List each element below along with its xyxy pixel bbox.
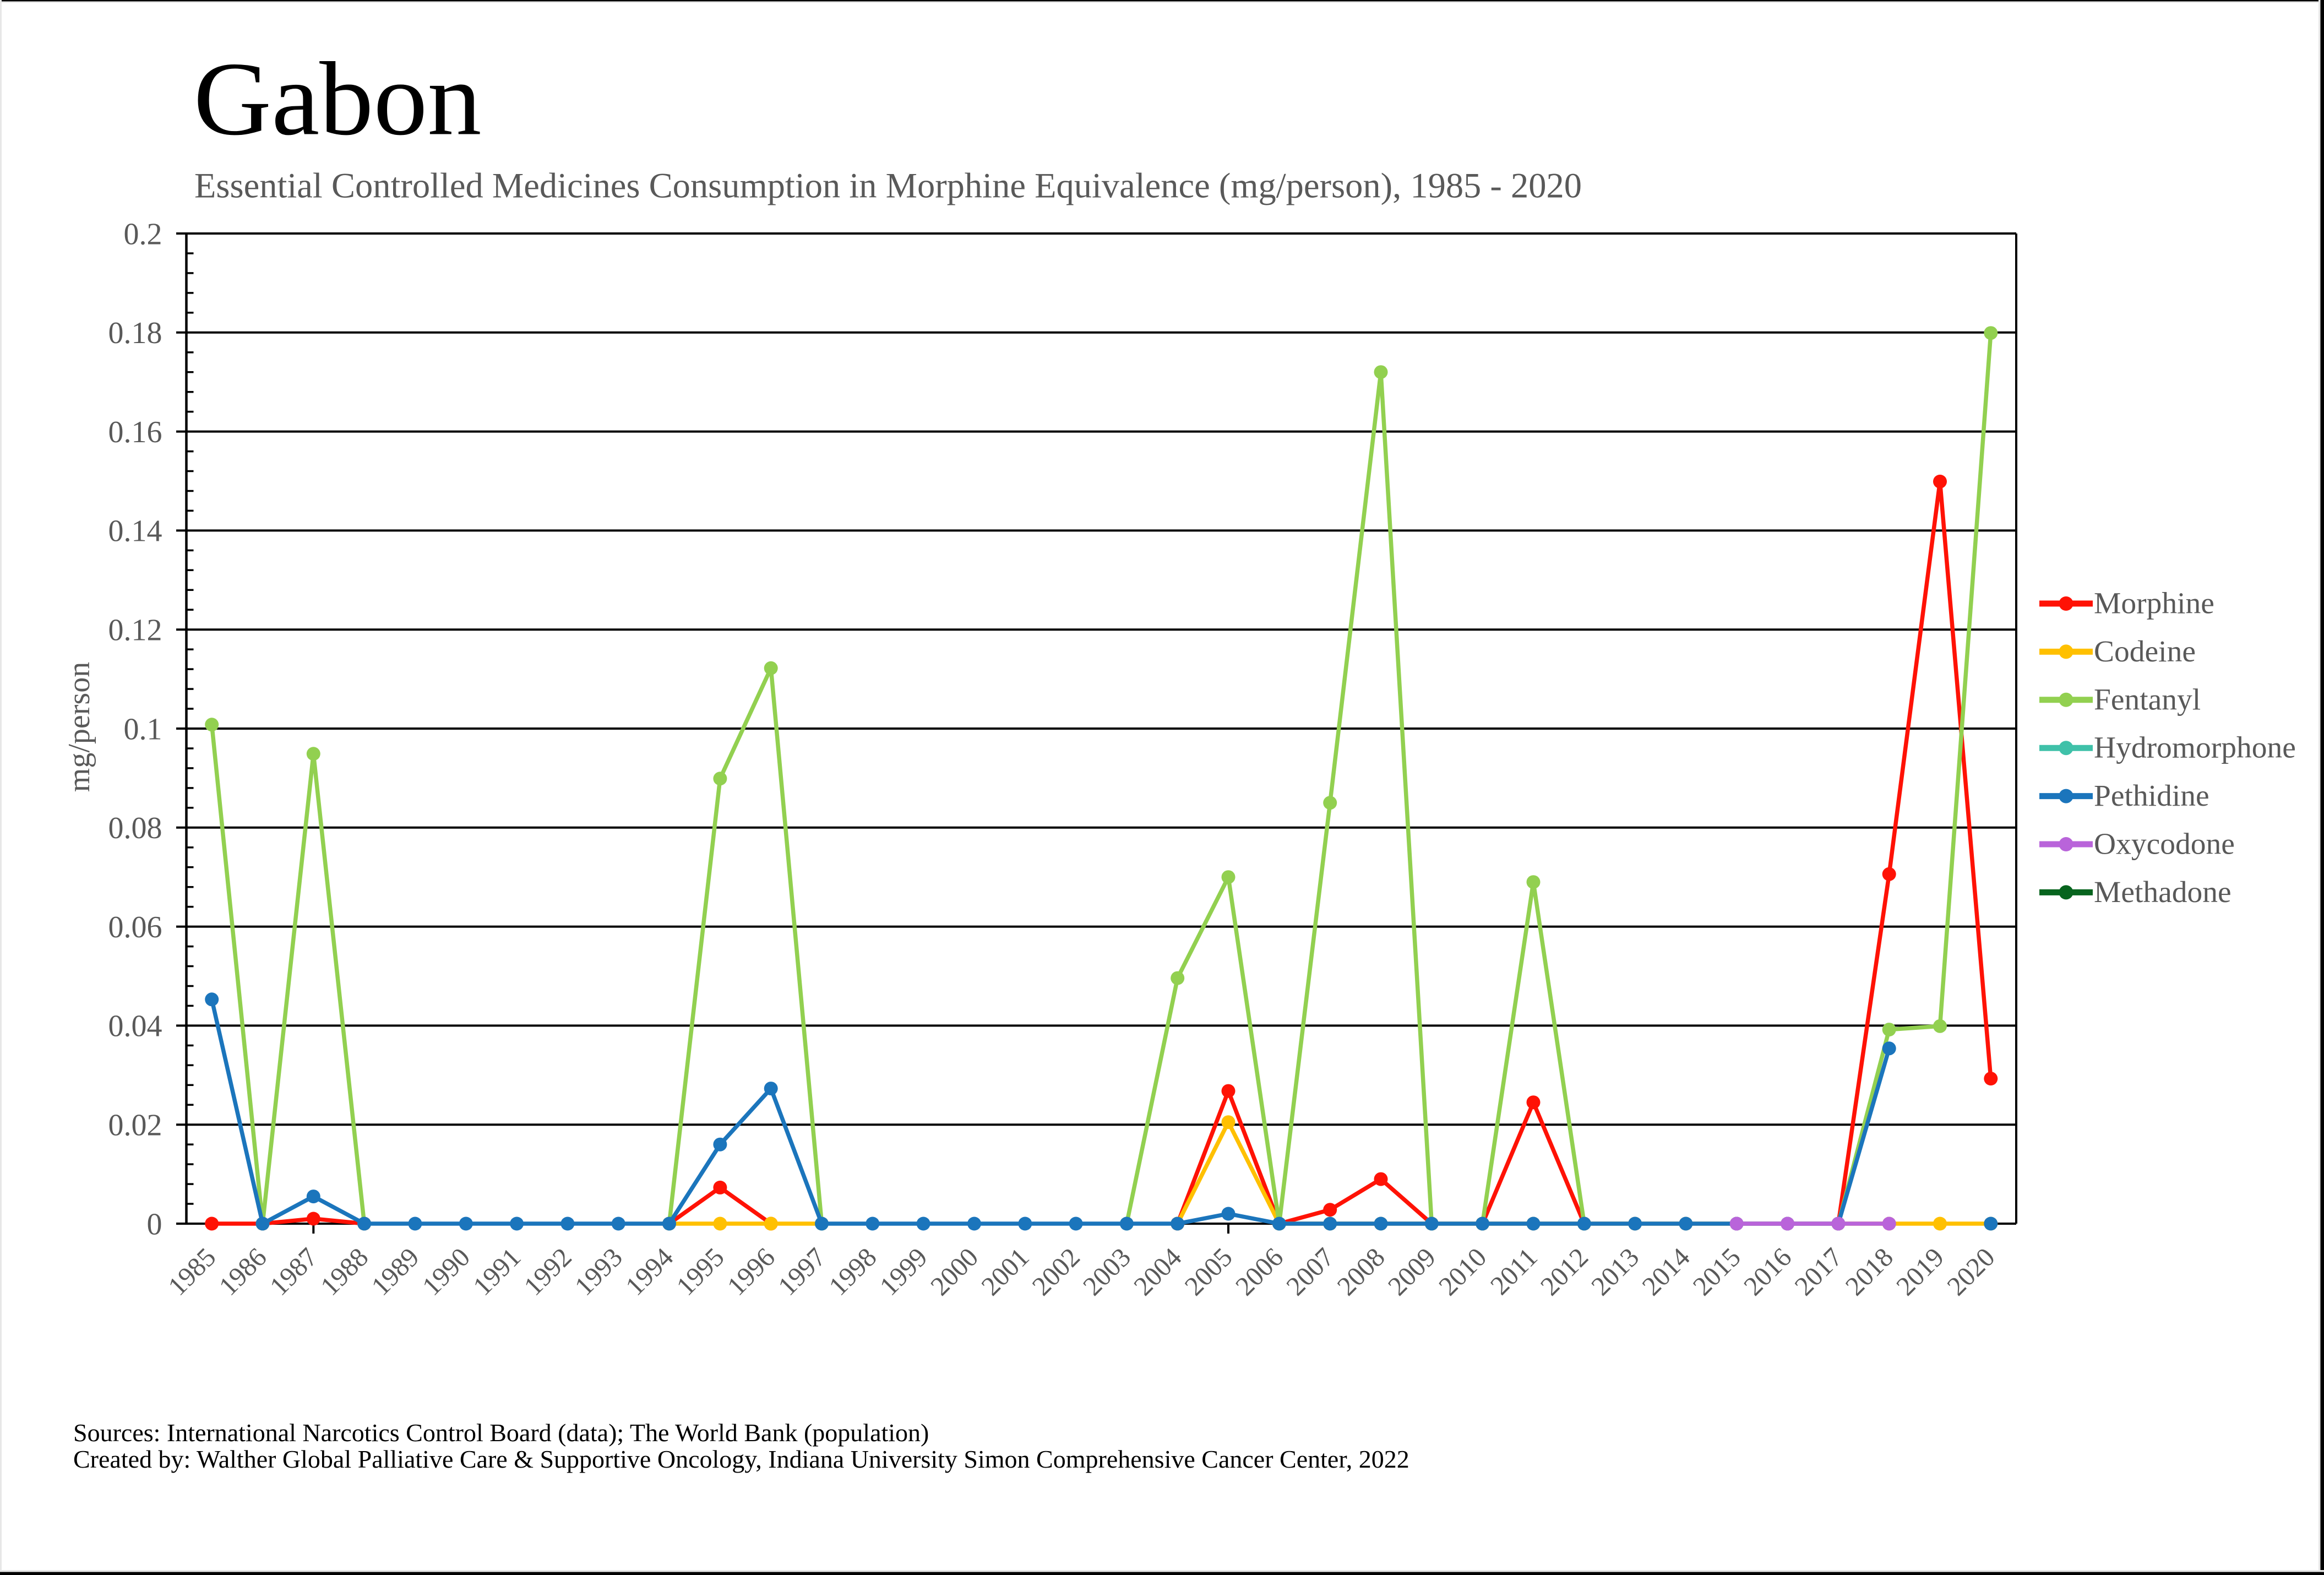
svg-text:0.06: 0.06 <box>108 910 162 944</box>
svg-text:0.1: 0.1 <box>124 712 162 746</box>
svg-text:0.04: 0.04 <box>108 1009 162 1044</box>
svg-text:0.02: 0.02 <box>108 1109 162 1143</box>
svg-text:0: 0 <box>147 1207 162 1241</box>
svg-text:0.12: 0.12 <box>108 613 162 648</box>
svg-text:0.16: 0.16 <box>108 415 162 449</box>
svg-text:Fentanyl: Fentanyl <box>2094 683 2201 716</box>
svg-text:Essential Controlled Medicines: Essential Controlled Medicines Consumpti… <box>194 166 1582 206</box>
svg-text:mg/person: mg/person <box>62 662 96 792</box>
svg-text:Morphine: Morphine <box>2094 587 2214 621</box>
svg-text:Hydromorphone: Hydromorphone <box>2094 731 2296 765</box>
svg-text:0.08: 0.08 <box>108 811 162 845</box>
svg-text:Oxycodone: Oxycodone <box>2094 828 2235 861</box>
svg-text:0.2: 0.2 <box>124 217 162 251</box>
svg-text:Codeine: Codeine <box>2094 635 2196 669</box>
svg-text:Sources: International Narcoti: Sources: International Narcotics Control… <box>73 1419 929 1447</box>
svg-text:Gabon: Gabon <box>194 41 482 158</box>
svg-text:0.14: 0.14 <box>108 514 162 548</box>
svg-text:Methadone: Methadone <box>2094 876 2232 909</box>
svg-text:Pethidine: Pethidine <box>2094 779 2209 813</box>
svg-text:Created by: Walther Global Pal: Created by: Walther Global Palliative Ca… <box>73 1445 1409 1473</box>
svg-text:0.18: 0.18 <box>108 316 162 350</box>
